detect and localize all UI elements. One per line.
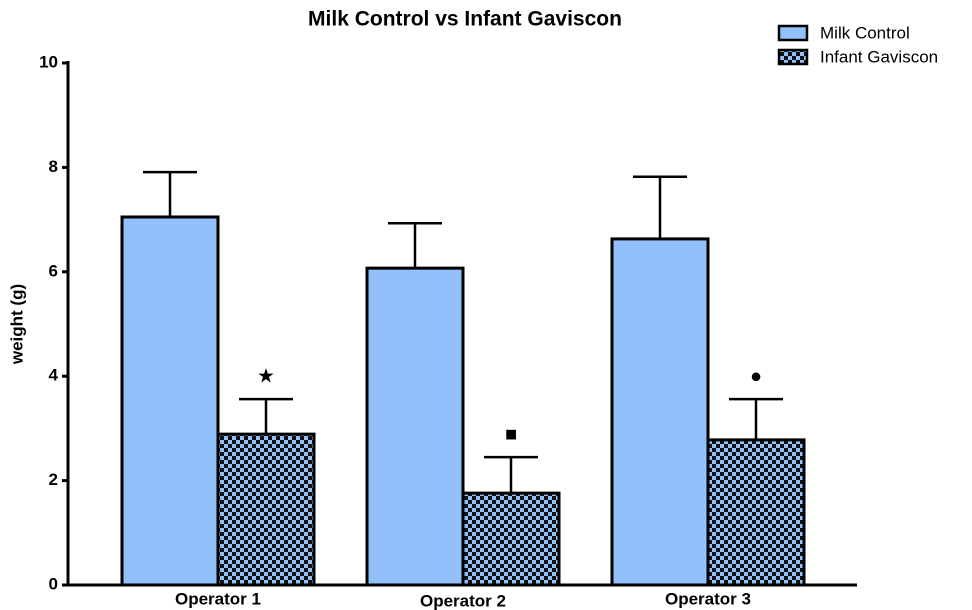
- annotation: ★: [257, 365, 275, 387]
- bar: [461, 491, 561, 587]
- y-tick-label: 0: [49, 574, 58, 593]
- y-tick-label: 4: [49, 366, 59, 385]
- y-tick-label: 8: [49, 157, 58, 176]
- legend-swatch: [777, 24, 809, 42]
- x-tick-label: Operator 2: [420, 591, 506, 610]
- bar: [706, 438, 806, 587]
- bar: [216, 432, 316, 587]
- y-tick-label: 10: [39, 52, 58, 71]
- bar: [610, 237, 710, 587]
- y-axis-label: weight (g): [7, 284, 26, 365]
- bar: [120, 215, 220, 587]
- legend-swatch: [777, 48, 809, 66]
- bar: [365, 266, 465, 587]
- legend-label: Milk Control: [820, 23, 910, 42]
- x-tick-label: Operator 1: [175, 589, 261, 608]
- annotation: ■: [505, 423, 517, 445]
- legend-label: Infant Gaviscon: [820, 47, 938, 66]
- x-tick-label: Operator 3: [665, 589, 751, 608]
- chart-title: Milk Control vs Infant Gaviscon: [308, 8, 622, 31]
- y-tick-label: 6: [49, 261, 58, 280]
- annotation: ●: [750, 365, 762, 387]
- y-tick-label: 2: [49, 470, 58, 489]
